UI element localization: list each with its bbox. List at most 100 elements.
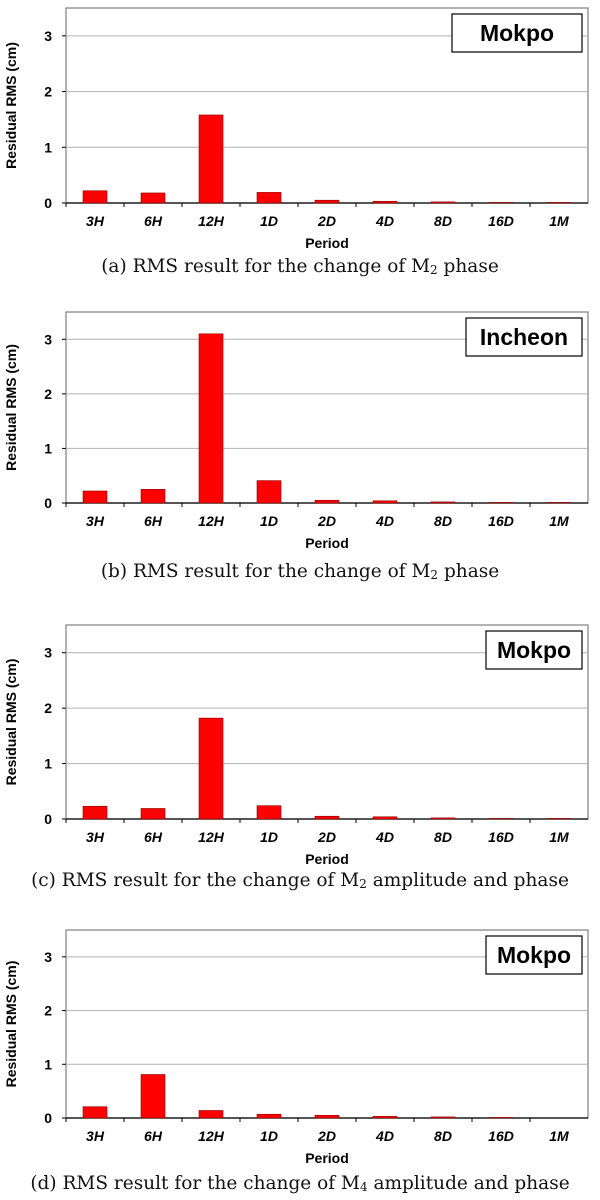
y-tick-label: 1 (44, 1056, 52, 1072)
x-axis-title: Period (305, 235, 349, 251)
bar (546, 202, 572, 204)
bar (488, 818, 514, 820)
bar-chart-b: 0 1 2 3 3H 6H 12H 1D 2D 4D 8D 16D 1M Period Residual R… (3, 311, 589, 551)
bar (82, 490, 108, 504)
x-tick-label: 16D (488, 513, 514, 529)
x-tick-label: 3H (86, 513, 105, 529)
y-tick-label: 1 (44, 756, 52, 772)
y-tick-label: 0 (44, 195, 52, 211)
x-tick-label: 16D (488, 213, 514, 229)
x-tick-label: 12H (198, 213, 225, 229)
caption-c: (c) RMS result for the change of M2 ampl… (0, 870, 600, 891)
station-label-box (465, 317, 583, 357)
x-tick-label: 8D (434, 213, 452, 229)
y-tick-label: 2 (44, 84, 52, 100)
y-tick-label: 2 (44, 1003, 52, 1019)
bar (430, 501, 456, 504)
caption-b: (b) RMS result for the change of M2 phas… (0, 561, 600, 582)
station-label: Mokpo (497, 637, 571, 663)
x-tick-label: 3H (86, 213, 105, 229)
y-tick-label: 0 (44, 495, 52, 511)
x-tick-label: 2D (317, 1128, 336, 1144)
y-tick-label: 3 (44, 645, 52, 661)
y-tick-label: 2 (44, 700, 52, 716)
x-tick-label: 1M (549, 829, 569, 845)
x-tick-label: 1D (260, 1128, 278, 1144)
bar (82, 190, 108, 204)
x-tick-label: 3H (86, 1128, 105, 1144)
station-label: Mokpo (480, 20, 554, 46)
y-tick-label: 0 (44, 811, 52, 827)
station-label-box (485, 630, 583, 670)
bar (372, 201, 398, 204)
x-tick-label: 2D (317, 829, 336, 845)
station-label: Incheon (480, 324, 568, 350)
caption-subscript: 4 (359, 1180, 368, 1194)
x-axis-title: Period (305, 535, 349, 551)
x-tick-label: 3H (86, 829, 105, 845)
y-tick-label: 1 (44, 440, 52, 456)
y-axis-title: Residual RMS (cm) (3, 42, 19, 169)
y-tick-label: 3 (44, 28, 52, 44)
x-tick-label: 4D (375, 1128, 394, 1144)
x-tick-label: 4D (375, 213, 394, 229)
x-tick-label: 4D (375, 513, 394, 529)
y-axis-title: Residual RMS (cm) (3, 659, 19, 786)
bar (140, 192, 166, 204)
bar (140, 1074, 166, 1119)
y-tick-label: 0 (44, 1110, 52, 1126)
x-tick-label: 2D (317, 513, 336, 529)
bar (430, 817, 456, 820)
x-tick-label: 12H (198, 1128, 225, 1144)
bar (314, 815, 340, 820)
bar (314, 1115, 340, 1119)
x-tick-label: 6H (144, 1128, 163, 1144)
bar (256, 1113, 282, 1119)
bar (372, 1116, 398, 1119)
bar (140, 489, 166, 504)
station-label: Mokpo (497, 942, 571, 968)
caption-text: (b) RMS result for the change of M (100, 561, 431, 582)
x-tick-label: 1M (549, 1128, 569, 1144)
bar (488, 1117, 514, 1119)
x-tick-label: 1M (549, 213, 569, 229)
x-tick-label: 8D (434, 1128, 452, 1144)
x-tick-label: 4D (375, 829, 394, 845)
x-tick-label: 12H (198, 829, 225, 845)
bar-chart-c: 0 1 2 3 3H 6H 12H 1D 2D 4D 8D 16D 1M Period Residual R… (3, 624, 589, 867)
x-tick-label: 1D (260, 213, 278, 229)
bar (430, 1116, 456, 1119)
station-label-box (451, 13, 583, 53)
bar (82, 1106, 108, 1119)
x-tick-label: 8D (434, 513, 452, 529)
caption-text-end: phase (438, 561, 500, 582)
caption-subscript: 2 (359, 877, 367, 891)
x-tick-label: 2D (317, 213, 336, 229)
caption-text-end: amplitude and phase (367, 1173, 570, 1194)
y-axis-title: Residual RMS (cm) (3, 344, 19, 471)
x-tick-label: 16D (488, 829, 514, 845)
bar (372, 816, 398, 820)
x-tick-label: 1M (549, 513, 569, 529)
bar (198, 717, 224, 820)
bar (140, 808, 166, 820)
bar (256, 192, 282, 204)
y-tick-label: 3 (44, 331, 52, 347)
x-axis-title: Period (305, 851, 349, 867)
x-tick-label: 12H (198, 513, 225, 529)
y-tick-label: 1 (44, 139, 52, 155)
bar (546, 818, 572, 820)
bar-chart-a: 0 1 2 3 3H 6H 12H 1D 2D 4D 8D 16D 1M Period Residual R… (3, 7, 589, 251)
bar (256, 480, 282, 504)
bar (488, 502, 514, 504)
caption-text: (a) RMS result for the change of M (101, 256, 431, 277)
x-tick-label: 1D (260, 513, 278, 529)
caption-subscript: 2 (430, 263, 438, 277)
bar (430, 201, 456, 204)
x-tick-label: 8D (434, 829, 452, 845)
bar (546, 502, 572, 504)
caption-d: (d) RMS result for the change of M4 ampl… (0, 1173, 600, 1194)
caption-text-end: amplitude and phase (366, 870, 569, 891)
caption-text: (d) RMS result for the change of M (30, 1173, 360, 1194)
bar (314, 199, 340, 204)
